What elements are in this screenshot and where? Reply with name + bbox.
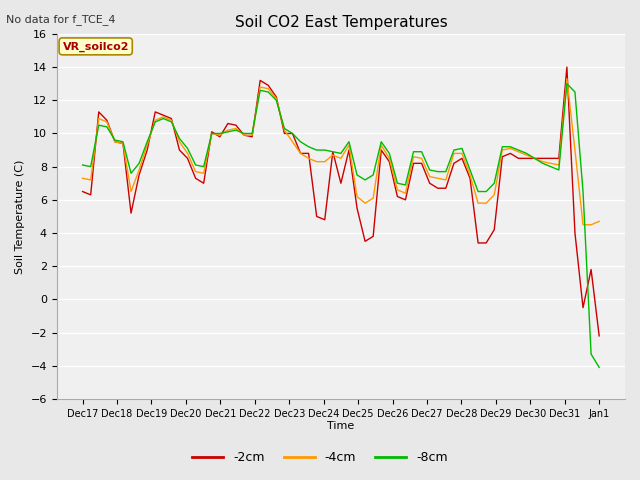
Text: VR_soilco2: VR_soilco2 [63, 41, 129, 51]
X-axis label: Time: Time [327, 421, 355, 432]
Y-axis label: Soil Temperature (C): Soil Temperature (C) [15, 159, 25, 274]
Text: No data for f_TCE_4: No data for f_TCE_4 [6, 14, 116, 25]
Legend: -2cm, -4cm, -8cm: -2cm, -4cm, -8cm [187, 446, 453, 469]
Title: Soil CO2 East Temperatures: Soil CO2 East Temperatures [234, 15, 447, 30]
